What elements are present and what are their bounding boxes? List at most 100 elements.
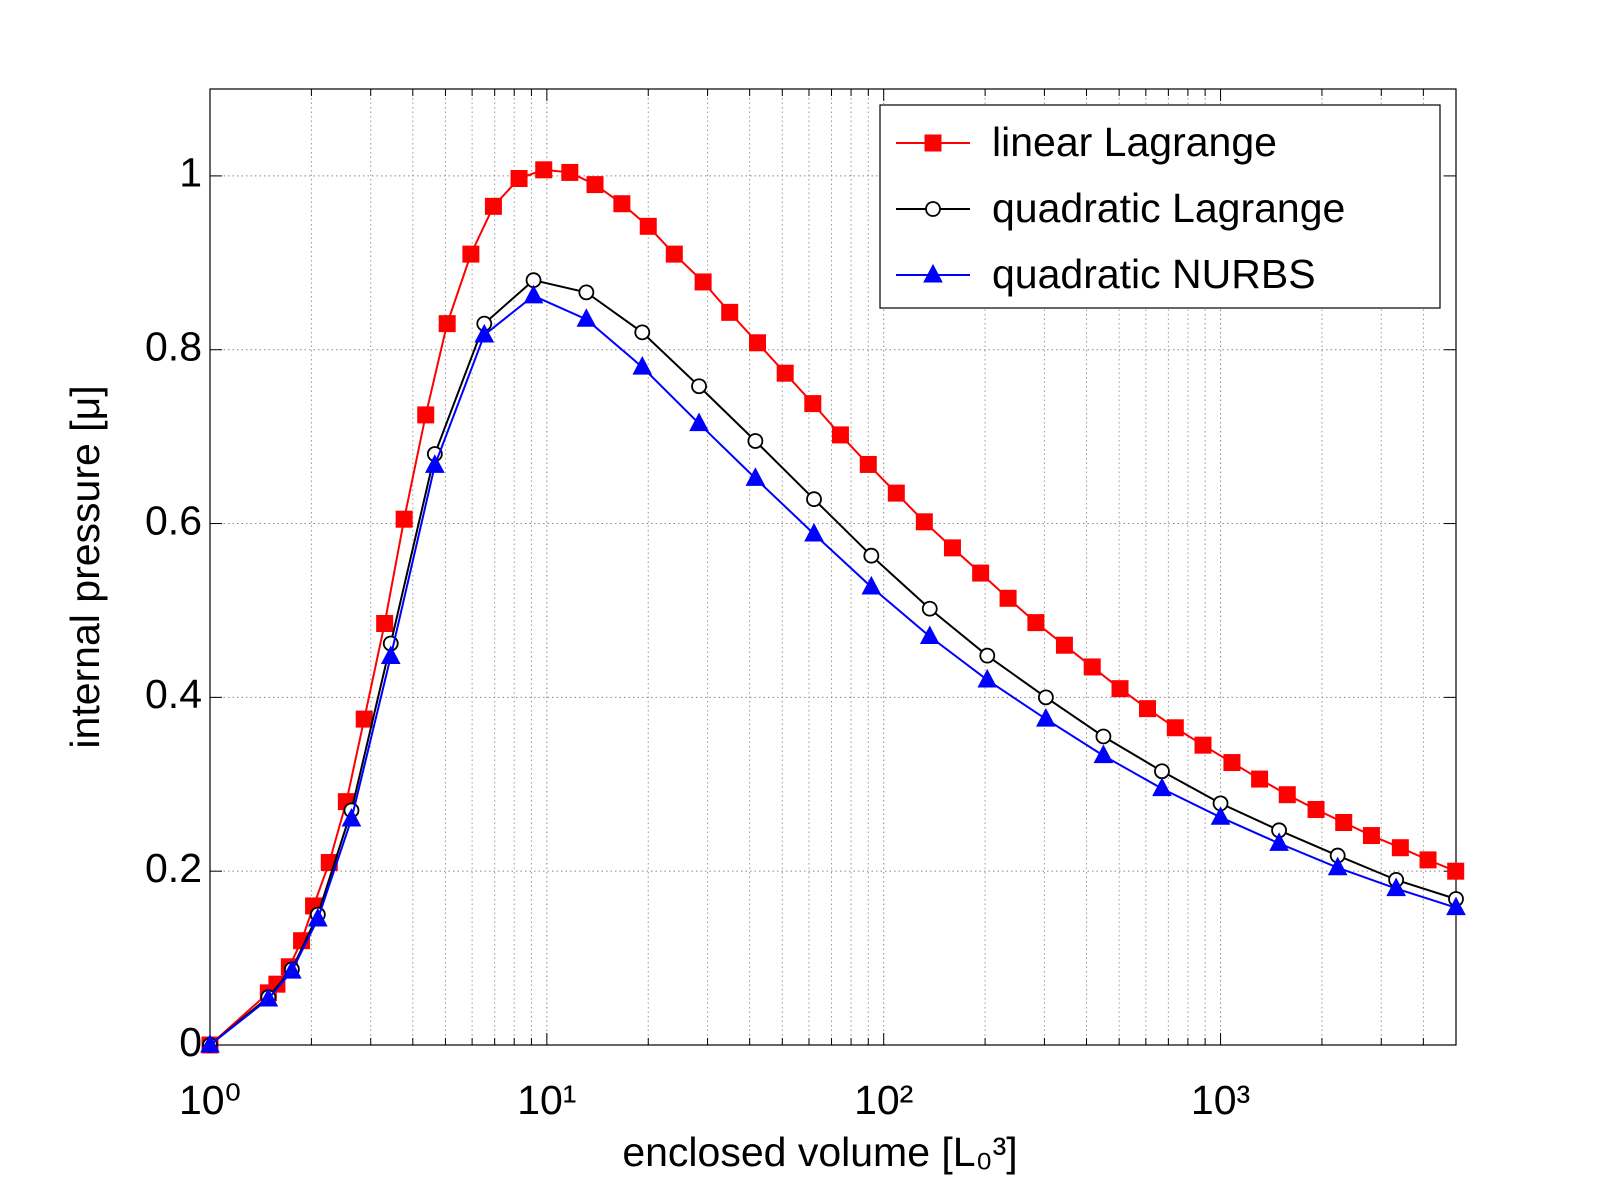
marker [915,513,933,531]
marker [1154,763,1170,780]
x-axis-label: enclosed volume [L₀³] [622,1129,1017,1175]
marker [921,600,938,617]
marker [721,303,739,321]
marker [308,907,328,927]
marker [282,960,302,979]
marker [831,426,849,444]
marker [268,975,286,993]
legend-label: quadratic Lagrange [992,185,1345,231]
marker [776,364,794,382]
marker [1307,800,1325,818]
marker [745,467,766,486]
marker [924,134,942,152]
marker [474,323,495,343]
marker [523,284,544,304]
x-tick-label: 10³ [1191,1077,1250,1123]
y-tick-label: 0.4 [145,671,202,717]
marker [258,987,279,1007]
marker [510,170,528,188]
marker [1037,689,1054,706]
marker [639,217,657,235]
y-tick-label: 0 [179,1019,202,1065]
marker [1419,851,1437,869]
marker [380,645,401,665]
marker [1447,862,1465,880]
marker [341,807,362,827]
marker [691,378,707,395]
marker [1093,744,1114,764]
y-tick-label: 0.8 [145,324,202,370]
marker [887,484,905,502]
plot-frame [209,88,1457,1046]
marker [376,614,394,632]
y-axis-label: internal pressure [μ] [62,385,108,748]
y-tick-label: 0.2 [145,845,202,891]
marker [1446,896,1466,916]
marker [863,547,880,564]
marker [395,510,413,528]
marker [1386,877,1406,897]
marker [859,455,877,473]
marker [578,284,595,301]
marker [462,245,480,263]
marker [665,245,683,263]
x-tick-label: 10¹ [517,1077,576,1123]
marker [1362,827,1380,845]
marker [613,195,631,213]
marker [355,710,373,728]
marker [999,589,1017,607]
marker [1210,806,1231,825]
marker [925,201,941,217]
marker [979,647,996,664]
marker [919,625,940,645]
marker [484,197,502,215]
legend-label: quadratic NURBS [992,251,1316,297]
marker [806,491,822,508]
marker [1095,728,1112,745]
marker [200,1033,220,1053]
marker [804,522,824,542]
marker [1251,770,1269,788]
marker [1335,814,1353,832]
marker [747,433,764,449]
marker [1139,700,1157,718]
marker [1391,839,1409,857]
marker [576,308,597,327]
marker [586,176,604,194]
legend-label: linear Lagrange [992,119,1277,165]
y-tick-label: 1 [179,150,202,196]
marker [1166,719,1184,737]
marker [923,263,943,283]
marker [1327,856,1348,876]
marker [417,406,435,424]
y-tick-label: 0.6 [145,497,202,543]
marker [438,315,456,333]
marker [535,161,553,179]
marker [861,575,882,595]
marker [1194,736,1212,754]
x-tick-label: 10⁰ [179,1077,241,1123]
marker [634,324,651,341]
marker [1278,786,1296,804]
marker [1223,754,1241,772]
marker [1111,680,1129,698]
marker [1036,708,1056,727]
marker [689,412,709,432]
marker [1083,658,1101,676]
marker [1027,614,1045,632]
marker [804,395,822,413]
marker [1055,636,1073,654]
marker [943,539,961,557]
marker [972,564,990,582]
marker [694,273,712,291]
legend-box [879,104,1441,309]
marker [425,454,445,473]
marker [748,334,766,352]
x-tick-label: 10² [854,1077,913,1123]
marker [561,163,579,181]
marker [1269,832,1289,851]
marker [977,668,998,688]
marker [632,356,653,375]
